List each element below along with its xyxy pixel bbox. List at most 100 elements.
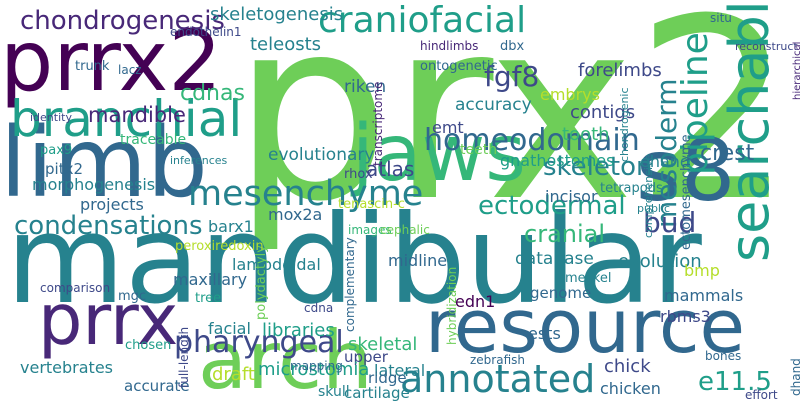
word: mammals — [664, 286, 743, 305]
word: accurate — [124, 377, 190, 395]
word: mgc — [118, 289, 146, 304]
word: images — [348, 223, 392, 237]
word: ests — [528, 324, 561, 343]
word: ontogenetic — [420, 59, 498, 74]
word: skull — [318, 384, 350, 400]
word: draft — [212, 364, 255, 385]
word: s8 — [636, 121, 736, 221]
word: gnathostomes — [500, 151, 614, 170]
word: bud — [643, 206, 696, 239]
word: rbms3 — [660, 307, 711, 326]
word: ehand — [640, 152, 690, 171]
word: chicken — [600, 379, 661, 398]
word: chondrogenesis — [20, 6, 225, 36]
word: tetrapods — [600, 181, 663, 196]
word: tenascin-c — [338, 197, 405, 212]
word: midline — [388, 251, 447, 270]
word: contigs — [570, 102, 635, 123]
word: forelimbs — [578, 60, 662, 81]
word: edn1 — [455, 292, 495, 311]
word: comprehensive — [642, 153, 655, 238]
word: mandibular — [6, 189, 703, 331]
word: accuracy — [455, 95, 532, 115]
word: lateral — [374, 361, 425, 380]
word: cephalic — [380, 223, 430, 237]
word: bmp — [684, 261, 720, 280]
word: lacz — [118, 63, 142, 77]
word: condensations — [14, 211, 203, 241]
word: mesoderm — [650, 78, 683, 228]
word: maxillary — [173, 270, 247, 289]
word: complementary — [343, 237, 357, 332]
word: mox2a — [268, 205, 322, 224]
word: prrx2 — [0, 12, 222, 110]
word: genome — [530, 284, 591, 302]
word: dbx — [500, 39, 525, 54]
word: atlas — [366, 157, 414, 181]
word: resource — [425, 284, 745, 370]
word: endothelin1 — [170, 25, 242, 39]
word: prx2 — [232, 0, 794, 256]
word: mapping — [290, 359, 343, 373]
word: skeletal — [348, 334, 417, 355]
word: searchable — [718, 0, 781, 262]
word: hierarchical — [792, 42, 803, 100]
word: chick — [604, 356, 651, 377]
word: meckel — [565, 271, 611, 286]
word: situ — [710, 11, 732, 25]
word: effort — [745, 388, 778, 402]
word: pitx2 — [45, 160, 83, 178]
word: bones — [705, 349, 741, 363]
word: facial — [208, 319, 251, 338]
word: prrx — [38, 279, 178, 361]
word: cartilage — [344, 384, 410, 402]
word: libraries — [262, 320, 335, 341]
word: morphogenesis — [32, 175, 155, 194]
word: mandible — [88, 103, 186, 127]
word: cranial — [524, 220, 605, 248]
word: tooth — [562, 124, 610, 145]
word: skeleton — [543, 152, 652, 182]
word: vertebrates — [20, 358, 113, 377]
word: full-length — [177, 327, 191, 388]
word: skeletogenesis — [210, 4, 343, 25]
word: annotated — [400, 357, 595, 401]
word: cdnas — [180, 81, 245, 106]
word: cdna — [304, 301, 333, 315]
word: ectodermal — [478, 191, 626, 221]
word: emt — [432, 118, 464, 137]
word: embrys — [540, 85, 600, 104]
word: barx1 — [208, 217, 254, 236]
word: branchial — [10, 90, 242, 148]
word: craniofacial — [318, 0, 526, 41]
word: projects — [80, 195, 144, 214]
word: upper — [344, 348, 389, 366]
word: reconstruct — [735, 40, 798, 53]
word: database — [515, 249, 594, 269]
word: jaws — [350, 109, 526, 199]
word: riken — [344, 77, 386, 97]
word: dhand — [789, 358, 803, 396]
word: comparison — [40, 281, 110, 295]
word: lambdoidal — [232, 255, 321, 274]
word: arch — [198, 314, 373, 404]
word: fgf8 — [484, 60, 539, 93]
word: identity — [30, 111, 72, 124]
word: evolutionary — [268, 145, 374, 165]
word: traceable — [120, 132, 186, 148]
word: polydactyly — [254, 245, 269, 320]
word: public — [637, 202, 670, 215]
word: crest — [700, 141, 755, 166]
word: incisor — [545, 187, 598, 206]
word: pipeline — [675, 32, 716, 175]
word: mesenchyme — [188, 174, 423, 214]
word: e11.5 — [698, 367, 772, 397]
word: peroxiredoxin — [175, 239, 264, 254]
word: rhox — [344, 167, 373, 182]
word: inferences — [170, 154, 228, 167]
word: chosen — [125, 338, 171, 353]
word: pax9 — [40, 143, 72, 158]
word: teeth — [460, 142, 497, 158]
